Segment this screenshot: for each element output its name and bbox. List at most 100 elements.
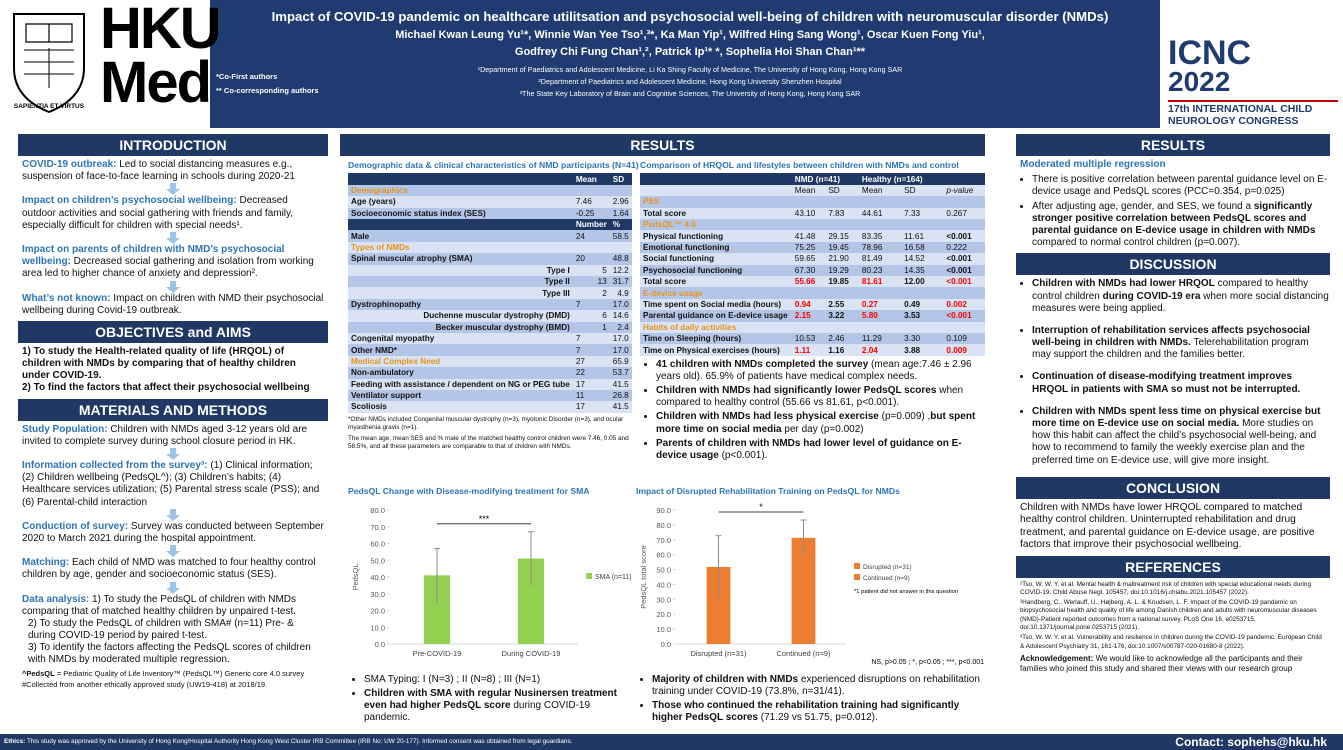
table-row: Duchenne muscular dystrophy (DMD) 6 14.6 [348, 310, 632, 322]
section-heading: RESULTS [340, 134, 985, 156]
bullet: SMA Typing: I (N=3) ; II (N=8) ; III (N=… [364, 674, 638, 686]
cell [858, 196, 902, 208]
authors: Michael Kwan Leung Yu¹*, Winnie Wan Yee … [395, 29, 985, 41]
cell: 14.6 [609, 310, 632, 322]
row-label: Parental guidance on E-device usage [640, 310, 792, 322]
cell: 53.7 [609, 367, 632, 379]
cell: 7 [572, 332, 610, 345]
section-label: PSS [640, 196, 792, 208]
paragraph-line: 3) To identify the factors affecting the… [28, 642, 311, 666]
footnote: ^PedsQL = Pediatric Quality of Life Inve… [22, 669, 324, 678]
cell: 1.11 [791, 344, 826, 356]
significance-label: *** [479, 514, 490, 524]
arrow-shape [166, 231, 180, 244]
column-header: Number [572, 219, 610, 231]
table-row: Socioeconomic status index (SES) -0.25 1.6… [348, 207, 632, 220]
cell: 81.49 [858, 253, 902, 265]
cell [640, 184, 792, 197]
lead: Matching: [22, 557, 70, 569]
crest-book [25, 23, 73, 43]
congress-logo: ICNC 2022 17th INTERNATIONAL CHILD NEURO… [1160, 0, 1343, 128]
paragraph: Information collected from the survey³: … [22, 460, 324, 509]
cell: 7.46 [572, 196, 610, 208]
cell [609, 184, 632, 197]
table-row: Ventilator support 11 26.8 [348, 389, 632, 402]
cell: 29.15 [825, 230, 859, 242]
paragraph: Study Population: Children with NMDs age… [22, 424, 324, 448]
cell [791, 287, 826, 299]
arrow-icon [166, 280, 180, 293]
cell: 14.52 [901, 253, 944, 265]
cell [348, 219, 573, 231]
cell: 7.83 [825, 207, 859, 220]
table-row: Total score 43.10 7.83 44.61 7.33 0.267 [640, 207, 985, 220]
table-row: Medical Complex Need 27 65.9 [348, 355, 632, 368]
cell: 44.61 [858, 207, 902, 220]
bold-text: 41 children with NMDs completed the surv… [656, 358, 869, 370]
objective: 1) To study the Health-related quality o… [22, 345, 296, 382]
cell: 20 [572, 253, 610, 265]
table-row: Types of NMDs [348, 241, 632, 254]
row-label: Type III [348, 287, 573, 299]
table-row: Type II 13 31.7 [348, 276, 632, 288]
text: Telerehabilitation program may support t… [1032, 337, 1309, 361]
authors: Godfrey Chi Fung Chan¹,², Patrick Ip¹* *… [514, 46, 866, 58]
section-heading: REFERENCES [1016, 555, 1330, 578]
cell: <0.001 [943, 230, 985, 242]
arrow-shape [166, 581, 180, 594]
y-tick-label: 30.0 [370, 590, 385, 599]
table-row: Emotional functioning 75.25 19.45 78.96 16.5… [640, 241, 985, 254]
text: (1) Clinical information; (2) Children w… [22, 460, 320, 508]
text: #Collected from another ethically approv… [22, 679, 268, 689]
bullet-list: Children with NMDs had lower HRQOL compa… [1016, 278, 1330, 466]
text: per day (p=0.002) [781, 423, 864, 435]
table-row: Becker muscular dystrophy (BMD) 1 2.4 [348, 321, 632, 333]
row-label: Ventilator support [348, 389, 573, 402]
cell: 12.00 [901, 276, 944, 288]
arrow-shape [166, 545, 180, 558]
cell: 41.5 [609, 378, 632, 390]
crest-lines [24, 48, 74, 88]
cell: 3.30 [901, 332, 944, 345]
arrow-shape [166, 280, 180, 293]
y-tick-label: 10.0 [656, 626, 671, 635]
cell: 0.267 [943, 207, 985, 220]
table-row: Psychosocial functioning 67.30 19.29 80.23 1… [640, 264, 985, 276]
text: (p<0.001). [718, 450, 768, 462]
bold-text: Continuation of disease-modifying treatm… [1032, 371, 1301, 395]
row-label: Psychosocial functioning [640, 264, 792, 276]
row-label: Type I [348, 264, 573, 276]
text: Led to social distancing measures e.g., … [22, 159, 295, 183]
cell: 2.15 [791, 310, 826, 322]
chart-title: PedsQL Change with Disease-modifying tre… [348, 486, 590, 496]
section-label: Habits of daily activities [640, 321, 792, 333]
text: Decreased social gathering and isolation… [22, 256, 314, 280]
cell: 1 [572, 321, 610, 333]
arrow-icon [166, 545, 180, 558]
right-column: RESULTS Moderated multiple regression Ther… [1016, 130, 1330, 732]
table-row: Spinal muscular atrophy (SMA) 20 48.8 [348, 253, 632, 265]
cell [572, 241, 610, 254]
section-heading: CONCLUSION [1016, 476, 1330, 499]
cell: 0.27 [858, 298, 902, 311]
lead: What’s not known: [22, 292, 111, 304]
row-label: Total score [640, 276, 792, 288]
crest-shield [13, 13, 85, 114]
paragraph: What’s not known: Impact on children wit… [22, 293, 324, 317]
column-header: Mean [858, 184, 902, 197]
cell: 11.61 [901, 230, 944, 242]
text: Each child of NMD was matched to four he… [22, 557, 316, 581]
cell: 1.64 [609, 207, 632, 220]
paragraph: Impact on parents of children with NMD’s… [22, 244, 324, 281]
cell [943, 287, 985, 299]
middle-column: RESULTS Demographic data & clinical chara… [340, 130, 985, 732]
row-label: Socioeconomic status index (SES) [348, 207, 573, 220]
row-label: Feeding with assistance / dependent on N… [348, 378, 573, 390]
cell: 16.58 [901, 241, 944, 254]
group-header: NMD (n=41) [791, 173, 859, 185]
y-tick-label: 40.0 [370, 573, 385, 582]
row-label: Time on Physical exercises (hours) [640, 344, 792, 356]
bullet-list: Majority of children with NMDs experienc… [636, 674, 985, 725]
row-label: Emotional functioning [640, 241, 792, 254]
